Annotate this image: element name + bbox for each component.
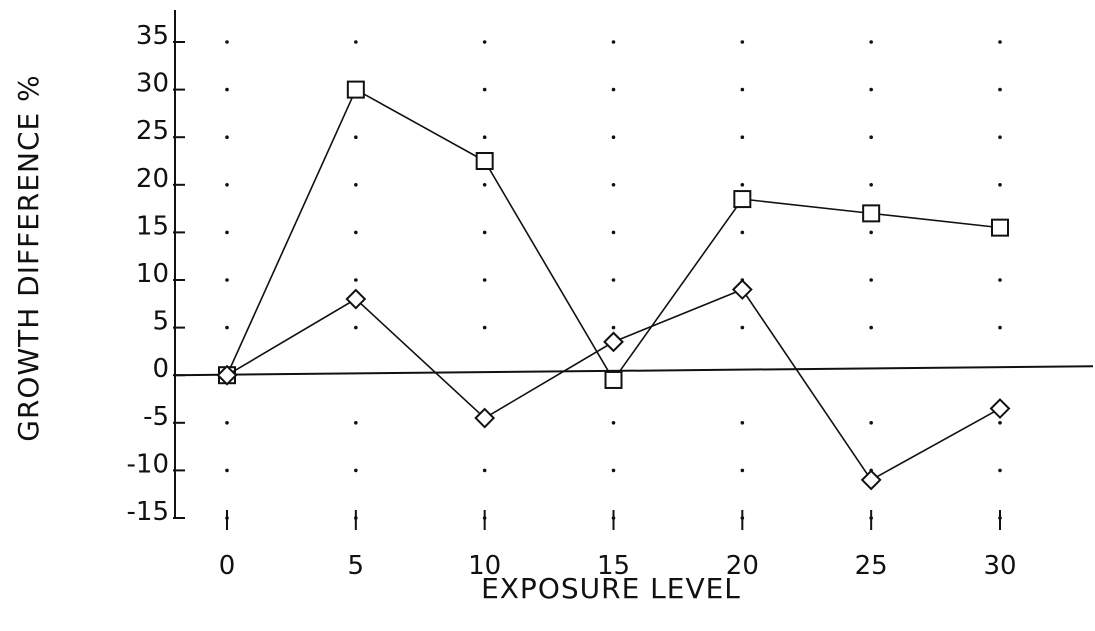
grid-dot bbox=[225, 468, 229, 473]
data-series bbox=[216, 80, 1011, 491]
grid-dot bbox=[225, 87, 229, 92]
x-tick-label: 30 bbox=[983, 551, 1016, 581]
y-tick-label: 5 bbox=[152, 307, 169, 337]
diamond-marker bbox=[474, 407, 496, 429]
grid-dot bbox=[354, 40, 358, 44]
grid-dot bbox=[869, 135, 873, 139]
x-axis-title: EXPOSURE LEVEL bbox=[481, 572, 741, 605]
grid-dot bbox=[740, 421, 745, 425]
grid-dot bbox=[740, 135, 745, 139]
y-tick-label: 20 bbox=[136, 164, 169, 194]
grid-dot bbox=[354, 278, 358, 282]
y-tick-label: 35 bbox=[136, 21, 169, 51]
grid-dot bbox=[869, 183, 873, 187]
square-marker bbox=[475, 152, 494, 170]
grid-dot bbox=[354, 468, 358, 473]
grid-dot bbox=[869, 87, 873, 92]
x-tick-label: 25 bbox=[855, 551, 888, 581]
grid-dot bbox=[611, 278, 616, 282]
grid-dot bbox=[869, 230, 873, 235]
y-tick-label: 30 bbox=[136, 69, 169, 99]
grid-dot bbox=[998, 183, 1002, 187]
grid-dot bbox=[225, 135, 229, 139]
grid-dot bbox=[482, 325, 487, 330]
grid-dot bbox=[998, 87, 1002, 92]
grid-dot bbox=[611, 87, 616, 92]
grid-dot bbox=[740, 230, 745, 235]
grid-dot bbox=[354, 135, 358, 139]
grid-dot bbox=[354, 325, 358, 330]
grid-dot bbox=[611, 183, 616, 187]
grid-dot bbox=[482, 183, 487, 187]
grid-dot bbox=[998, 468, 1002, 473]
grid-dot bbox=[225, 230, 229, 235]
diamond-marker bbox=[603, 331, 624, 353]
grid-dot bbox=[611, 421, 616, 425]
square-marker bbox=[604, 370, 623, 389]
grid-dot bbox=[611, 468, 616, 473]
grid-dot bbox=[611, 325, 616, 330]
square-marker bbox=[346, 80, 365, 99]
y-tick-label: 0 bbox=[152, 354, 169, 384]
grid-dot bbox=[225, 421, 229, 425]
grid-dot bbox=[482, 40, 487, 44]
x-tick-label: 10 bbox=[468, 551, 501, 581]
diamond-marker bbox=[989, 398, 1011, 419]
grid-dot bbox=[225, 278, 229, 282]
grid-dot bbox=[740, 468, 745, 473]
grid-dot bbox=[998, 278, 1002, 282]
y-axis-title: GROWTH DIFFERENCE % bbox=[12, 74, 45, 442]
y-tick-label: -15 bbox=[127, 497, 169, 527]
grid-dot bbox=[998, 421, 1002, 425]
chart-axes bbox=[174, 10, 1094, 518]
grid-dot bbox=[740, 87, 745, 92]
grid-dot bbox=[998, 40, 1002, 44]
axis-ticks: 35 30 25 20 15 10 5 0 -5 -10 -15 0 5 10 15 20 25 30 bbox=[127, 21, 1017, 581]
grid-dot bbox=[354, 183, 358, 187]
grid-dot bbox=[225, 325, 229, 330]
grid-dot bbox=[869, 278, 873, 282]
grid-dot bbox=[354, 421, 358, 425]
grid-dot bbox=[354, 230, 358, 235]
zero-reference-line bbox=[174, 365, 1094, 377]
grid-dot bbox=[869, 421, 873, 425]
square-marker bbox=[862, 204, 881, 223]
x-tick-label: 20 bbox=[726, 551, 759, 581]
grid-dot bbox=[740, 40, 745, 44]
grid-dot bbox=[998, 325, 1002, 330]
diamond-marker bbox=[731, 279, 753, 300]
grid-dot bbox=[740, 183, 745, 187]
grid-dot bbox=[482, 278, 487, 282]
grid-dot bbox=[740, 325, 745, 330]
grid-dot bbox=[611, 40, 616, 44]
square-marker bbox=[991, 218, 1009, 237]
diamond-marker bbox=[860, 469, 882, 491]
diamond-marker bbox=[216, 364, 238, 386]
square-marker bbox=[733, 190, 752, 209]
grid-dot bbox=[482, 468, 487, 473]
y-tick-label: -5 bbox=[143, 402, 169, 432]
y-tick-label: -10 bbox=[127, 449, 169, 479]
grid-dot bbox=[611, 230, 616, 235]
y-tick-label: 25 bbox=[136, 116, 169, 146]
grid-dot bbox=[482, 87, 487, 92]
x-tick-label: 15 bbox=[597, 551, 630, 581]
grid-dot bbox=[611, 135, 616, 139]
grid-dot bbox=[998, 135, 1002, 139]
y-tick-label: 10 bbox=[136, 259, 169, 289]
grid-dots bbox=[225, 40, 1002, 520]
grid-dot bbox=[225, 40, 229, 44]
y-tick-label: 15 bbox=[136, 211, 169, 241]
diamond-marker bbox=[345, 288, 367, 310]
grid-dot bbox=[482, 230, 487, 235]
x-tick-label: 0 bbox=[219, 551, 236, 581]
x-tick-label: 5 bbox=[348, 551, 365, 581]
grid-dot bbox=[482, 135, 487, 139]
grid-dot bbox=[225, 183, 229, 187]
grid-dot bbox=[869, 40, 873, 44]
grid-dot bbox=[869, 325, 873, 330]
